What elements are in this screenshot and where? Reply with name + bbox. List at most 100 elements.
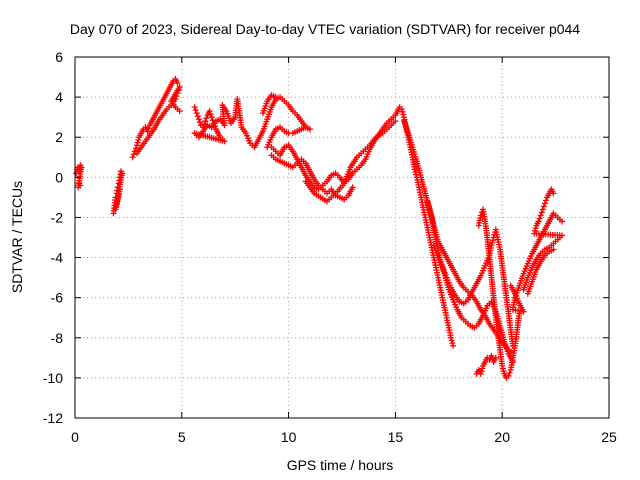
- x-axis-title: GPS time / hours: [287, 457, 394, 473]
- data-point: [133, 142, 140, 149]
- data-point: [488, 242, 495, 249]
- y-axis-title: SDTVAR / TECUs: [9, 181, 25, 293]
- data-point: [505, 372, 512, 379]
- data-point: [540, 203, 547, 210]
- data-point: [194, 113, 201, 120]
- data-track-8: [507, 186, 566, 315]
- marks-layer: [73, 76, 566, 381]
- data-point: [489, 239, 496, 246]
- data-point: [398, 106, 405, 113]
- data-point: [532, 225, 539, 232]
- x-tick-label: 5: [178, 429, 186, 445]
- x-tick-label: 10: [281, 429, 297, 445]
- data-point: [537, 212, 544, 219]
- data-point: [195, 116, 202, 123]
- ticks-layer: [74, 56, 610, 419]
- data-point: [449, 340, 456, 347]
- data-point: [73, 170, 80, 177]
- data-point: [539, 206, 546, 213]
- data-point: [135, 136, 142, 143]
- data-point: [112, 206, 119, 213]
- y-tick-label: 0: [55, 169, 63, 185]
- y-tick-label: -8: [51, 330, 64, 346]
- data-point: [536, 215, 543, 222]
- y-tick-label: 4: [55, 89, 63, 105]
- data-point: [191, 104, 198, 111]
- x-tick-label: 25: [601, 429, 617, 445]
- data-point: [550, 190, 557, 197]
- data-point: [477, 370, 484, 377]
- plot-frame: [74, 56, 610, 419]
- data-point: [207, 111, 214, 118]
- data-point: [538, 209, 545, 216]
- data-track-2: [110, 168, 125, 217]
- data-track-1: [73, 162, 85, 191]
- data-point: [113, 203, 120, 210]
- data-point: [492, 354, 499, 361]
- data-point: [134, 139, 141, 146]
- data-point: [531, 230, 538, 237]
- data-point: [116, 186, 123, 193]
- data-point: [145, 125, 152, 132]
- y-tick-label: -12: [43, 410, 63, 426]
- data-point: [208, 114, 215, 121]
- data-track-7: [430, 206, 523, 381]
- data-point: [192, 107, 199, 114]
- x-tick-label: 15: [388, 429, 404, 445]
- data-point: [488, 352, 495, 359]
- data-point: [412, 168, 419, 175]
- data-point: [174, 80, 181, 87]
- y-tick-label: 6: [55, 49, 63, 65]
- data-point: [392, 118, 399, 125]
- data-point: [349, 184, 356, 191]
- labels-layer: 0 5 10 15 20 25 -12 -10 -8 -6 -4 -2 0 2 4 6: [43, 49, 617, 445]
- data-point: [132, 145, 139, 152]
- data-point: [202, 118, 209, 125]
- data-point: [400, 111, 407, 118]
- data-point: [399, 108, 406, 115]
- data-point: [489, 237, 496, 244]
- data-track-5: [268, 104, 403, 205]
- data-point: [129, 154, 136, 161]
- data-point: [531, 227, 538, 234]
- y-tick-label: -6: [51, 290, 64, 306]
- data-point: [203, 115, 210, 122]
- data-point: [206, 108, 213, 115]
- data-point: [176, 108, 183, 115]
- data-point: [550, 246, 557, 253]
- data-track-6: [398, 106, 516, 365]
- data-point: [478, 368, 485, 375]
- data-point: [542, 197, 549, 204]
- data-point: [500, 368, 507, 375]
- data-point: [77, 182, 84, 189]
- data-point: [506, 369, 513, 376]
- data-point: [201, 121, 208, 128]
- y-tick-label: 2: [55, 129, 63, 145]
- data-point: [477, 212, 484, 219]
- data-point: [130, 151, 137, 158]
- y-tick-label: -10: [43, 370, 63, 386]
- data-point: [448, 337, 455, 344]
- x-tick-label: 20: [494, 429, 510, 445]
- data-point: [499, 362, 506, 369]
- data-point: [306, 126, 313, 133]
- chart-title: Day 070 of 2023, Sidereal Day-to-day VTE…: [70, 21, 580, 37]
- data-track-3: [129, 76, 183, 161]
- data-point: [411, 166, 418, 173]
- data-point: [193, 110, 200, 117]
- x-tick-label: 0: [71, 429, 79, 445]
- data-point: [447, 334, 454, 341]
- y-tick-label: -4: [51, 250, 64, 266]
- data-point: [535, 218, 542, 225]
- y-tick-label: -2: [51, 209, 64, 225]
- data-point: [450, 342, 457, 349]
- data-point: [499, 365, 506, 372]
- data-point: [209, 117, 216, 124]
- data-point: [541, 200, 548, 207]
- data-point: [272, 94, 279, 101]
- data-point: [196, 119, 203, 126]
- data-point: [559, 218, 566, 225]
- data-point: [114, 201, 121, 208]
